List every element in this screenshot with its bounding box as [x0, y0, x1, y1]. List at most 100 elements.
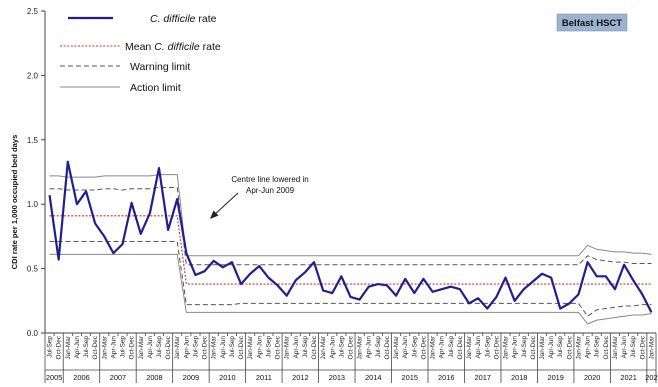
x-tick-label: Apr-Jun	[256, 336, 263, 359]
year-label: 202	[645, 373, 657, 382]
x-tick-label: Jul-Sep	[302, 336, 309, 358]
y-tick-label: 0.0	[27, 329, 39, 338]
legend-label: C. difficile rate	[150, 13, 217, 25]
x-tick-label: Jan-Mar	[138, 335, 145, 359]
trust-badge-label: Belfast HSCT	[562, 18, 622, 29]
x-tick-label: Apr-Jun	[74, 336, 81, 359]
x-tick-label: Jul-Sep	[448, 336, 455, 358]
y-axis-label: CDI rate per 1,000 occupied bed days	[10, 135, 19, 270]
year-label: 2013	[329, 373, 345, 382]
x-tick-label: Apr-Jun	[475, 336, 482, 359]
x-tick-label: Jul-Sep	[229, 336, 236, 358]
year-label: 2017	[475, 373, 491, 382]
x-tick-label: Oct-Dec	[457, 335, 464, 359]
year-label: 2015	[402, 373, 418, 382]
y-tick-label: 0.5	[27, 265, 39, 274]
x-tick-label: Jul-Sep	[156, 336, 163, 358]
series-lower-action-limit	[49, 253, 652, 325]
x-tick-label: Jan-Mar	[65, 335, 72, 359]
chart-axes: 0.0 0.5 1.0 1.5 2.0 2.5	[27, 7, 657, 338]
series-lower-warning-limit	[49, 241, 652, 317]
x-tick-label: Apr-Jun	[402, 336, 409, 359]
annotation-line-1: Centre line lowered in	[231, 175, 308, 184]
x-tick-label: Oct-Dec	[129, 335, 136, 359]
x-tick-label: Apr-Jun	[585, 336, 592, 359]
x-tick-label: Jul-Sep	[484, 336, 491, 358]
x-tick-label: Oct-Dec	[275, 335, 282, 359]
x-tick-label: Jan-Mar	[393, 335, 400, 359]
x-tick-label: Jan-Mar	[539, 335, 546, 359]
x-tick-label: Jul-Sep	[630, 336, 637, 358]
x-tick-label: Apr-Jun	[220, 336, 227, 359]
year-label: 2005	[46, 373, 62, 382]
x-tick-label: Jan-Mar	[503, 335, 510, 359]
x-tick-label: Apr-Jun	[548, 336, 555, 359]
year-label: 2009	[183, 373, 199, 382]
x-tick-label: Oct-Dec	[603, 335, 610, 359]
year-label: 2016	[438, 373, 454, 382]
annotation-line-2: Apr-Jun 2009	[246, 186, 295, 195]
y-tick-label: 1.0	[27, 200, 39, 209]
year-label: 2008	[146, 373, 162, 382]
legend-label: Mean C. difficile rate	[125, 41, 221, 53]
x-tick-label: Jan-Mar	[430, 335, 437, 359]
x-tick-label: Oct-Dec	[348, 335, 355, 359]
annotation-arrowhead	[210, 210, 219, 219]
x-tick-label: Jan-Mar	[648, 335, 655, 359]
year-label: 2020	[584, 373, 600, 382]
year-label: 2010	[219, 373, 235, 382]
year-label: 2021	[620, 373, 636, 382]
year-labels: 2005 2006 2007 2008 2009 2010 2011 2012 2013 2014…	[44, 336, 658, 383]
x-tick-label: Jan-Mar	[211, 335, 218, 359]
year-label: 2012	[292, 373, 308, 382]
x-tick-label: Apr-Jun	[110, 336, 117, 359]
x-tick-label: Jul-Sep	[265, 336, 272, 358]
x-tick-label: Jul-Sep	[83, 336, 90, 358]
trust-badge: Belfast HSCT	[556, 13, 628, 32]
legend-label: Action limit	[130, 82, 181, 94]
x-tick-label: Jan-Mar	[101, 335, 108, 359]
series-upper-warning-limit	[49, 186, 652, 266]
x-tick-label: Apr-Jun	[293, 336, 300, 359]
x-tick-label: Jul-Sep	[120, 336, 127, 358]
annotation-arrow	[212, 192, 239, 217]
x-tick-label: Oct-Dec	[530, 335, 537, 359]
x-tick-label: Oct-Dec	[311, 335, 318, 359]
series-c-difficile-rate	[48, 160, 653, 313]
x-tick-label: Oct-Dec	[92, 335, 99, 359]
series-mean-c-difficile-rate	[49, 215, 652, 285]
year-label: 2011	[256, 373, 272, 382]
x-tick-label: Oct-Dec	[639, 335, 646, 359]
x-tick-label: Jan-Mar	[174, 335, 181, 359]
y-tick-label: 1.5	[27, 136, 39, 145]
year-label: 2019	[547, 373, 563, 382]
x-tick-label: Oct-Dec	[238, 335, 245, 359]
x-tick-label: Apr-Jun	[329, 336, 336, 359]
annotation: Centre line lowered in Apr-Jun 2009	[210, 175, 309, 219]
x-tick-label: Apr-Jun	[366, 336, 373, 359]
x-tick-label: Jan-Mar	[320, 335, 327, 359]
x-axis-tick-labels: Jul-Sep Oct-Dec Jan-Mar Apr-Jun Jul-Sep Oct-D…	[47, 335, 656, 359]
series-upper-action-limit	[49, 174, 652, 257]
plot-area	[48, 160, 653, 325]
x-tick-label: Jul-Sep	[557, 336, 564, 358]
legend-label: Warning limit	[130, 61, 190, 73]
x-tick-label: Jan-Mar	[357, 335, 364, 359]
x-tick-label: Jul-Sep	[521, 336, 528, 358]
x-tick-label: Jan-Mar	[612, 335, 619, 359]
year-label: 2014	[365, 373, 381, 382]
trust-badge-box	[556, 13, 628, 32]
x-tick-label: Apr-Jun	[147, 336, 154, 359]
x-tick-label: Oct-Dec	[165, 335, 172, 359]
x-tick-label: Jul-Sep	[594, 336, 601, 358]
x-tick-label: Oct-Dec	[56, 335, 63, 359]
year-label: 2006	[73, 373, 89, 382]
x-tick-label: Apr-Jun	[512, 336, 519, 359]
x-tick-label: Jan-Mar	[247, 335, 254, 359]
x-tick-label: Jul-Sep	[192, 336, 199, 358]
x-tick-label: Jan-Mar	[466, 335, 473, 359]
legend: C. difficile rate Mean C. difficile rate W…	[60, 13, 221, 94]
y-tick-label: 2.5	[27, 7, 39, 16]
x-tick-label: Apr-Jun	[439, 336, 446, 359]
